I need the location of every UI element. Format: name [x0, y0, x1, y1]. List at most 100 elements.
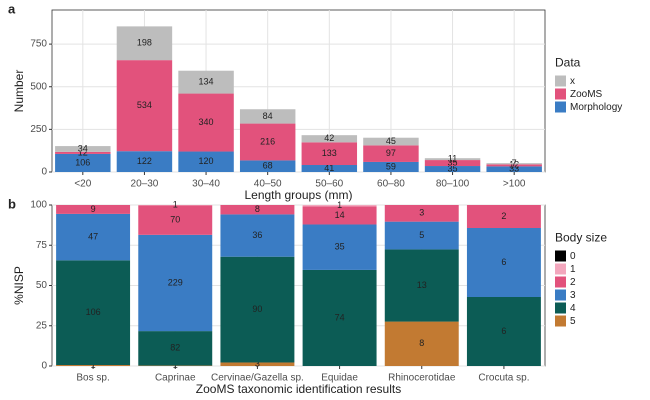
bar-segment	[363, 145, 419, 162]
y-axis-title: %NISP	[12, 266, 26, 305]
bar-segment	[424, 166, 481, 172]
bar-segment	[466, 205, 541, 228]
bar-segment	[56, 205, 131, 214]
data-label: 8	[419, 338, 424, 348]
x-axis-title: ZooMS taxonomic identification results	[196, 382, 401, 396]
legend-swatch	[555, 250, 566, 262]
bar-segment	[363, 161, 419, 172]
x-tick-label: Caprinae	[155, 373, 196, 384]
bar-segment	[466, 228, 541, 297]
x-tick-label: Crocuta sp.	[478, 373, 529, 384]
bar-segment	[220, 214, 295, 257]
data-label: 84	[263, 111, 273, 121]
x-tick-label: Rhinocerotidae	[388, 373, 456, 384]
data-label: 1	[337, 200, 342, 210]
y-tick-label: 750	[30, 39, 47, 50]
panel-label: a	[8, 1, 16, 16]
bar-segment	[486, 164, 542, 167]
data-label: 45	[386, 136, 396, 146]
data-label: 59	[386, 161, 396, 171]
bar-segment	[116, 26, 173, 61]
data-label: 106	[86, 307, 101, 317]
bar-segment	[178, 93, 234, 152]
bar-segment	[55, 146, 111, 152]
legend-swatch	[555, 276, 566, 288]
data-label: 47	[88, 231, 98, 241]
data-label: 340	[199, 117, 214, 127]
bar-segment	[178, 151, 234, 172]
bar-segment	[384, 321, 459, 366]
bar-segment	[424, 160, 481, 167]
data-label: 3	[419, 208, 424, 218]
data-label: 198	[137, 38, 152, 48]
legend-label: Morphology	[570, 102, 622, 113]
bar-segment	[220, 362, 295, 366]
legend-title: Body size	[555, 231, 607, 245]
legend-label: 2	[570, 277, 576, 288]
legend-label: 1	[570, 264, 576, 275]
bar-segment	[301, 165, 358, 172]
data-label: 70	[170, 215, 180, 225]
y-tick-label: 100	[30, 200, 47, 211]
data-label: 12	[509, 160, 519, 170]
data-label: 90	[252, 304, 262, 314]
legend-swatch	[555, 101, 566, 113]
data-label: 35	[335, 242, 345, 252]
bar-segment	[384, 205, 459, 222]
y-axis-title: Number	[12, 70, 26, 113]
bar-segment	[486, 166, 542, 172]
legend-label: 4	[570, 303, 576, 314]
data-label: 1	[173, 200, 178, 210]
legend-swatch	[555, 302, 566, 314]
data-label: 534	[137, 100, 152, 110]
bar-segment	[55, 153, 111, 172]
y-tick-label: 0	[41, 167, 47, 178]
bar-segment	[116, 60, 173, 152]
data-label: 34	[78, 143, 88, 153]
bar-segment	[302, 224, 377, 270]
bar-segment	[302, 269, 377, 366]
bar-segment	[384, 249, 459, 322]
data-label: 97	[386, 148, 396, 158]
legend-label: 3	[570, 290, 576, 301]
x-axis-title: Length groups (mm)	[244, 188, 352, 202]
legend-swatch	[555, 75, 566, 87]
bar-segment	[239, 160, 296, 172]
data-label: 133	[322, 148, 337, 158]
data-label: 122	[137, 156, 152, 166]
bar-segment	[302, 206, 377, 225]
bar-segment	[424, 158, 481, 161]
data-label: 42	[324, 133, 334, 143]
bar-segment	[55, 151, 111, 154]
legend-title: Data	[555, 56, 581, 70]
x-tick-label: 30–40	[192, 179, 220, 190]
data-label: 229	[168, 277, 183, 287]
bar-segment	[239, 109, 296, 124]
legend-swatch	[555, 289, 566, 301]
data-label: 11	[448, 154, 457, 164]
x-tick-label: <20	[74, 179, 91, 190]
y-tick-label: 25	[36, 320, 48, 331]
data-label: 33	[509, 164, 519, 174]
x-tick-label: >100	[503, 179, 526, 190]
bar-segment	[116, 151, 173, 172]
data-label: 6	[501, 257, 506, 267]
data-label: 2	[501, 211, 506, 221]
x-tick-label: Equidae	[321, 373, 358, 384]
y-tick-label: 250	[30, 124, 47, 135]
data-label: 134	[199, 77, 214, 87]
bar-segment	[239, 123, 296, 161]
data-label: 9	[91, 204, 96, 214]
data-label: 74	[335, 312, 345, 322]
bar-segment	[138, 234, 213, 332]
x-tick-label: 60–80	[377, 179, 405, 190]
x-tick-label: 40–50	[254, 179, 282, 190]
data-label: 41	[324, 163, 334, 173]
legend-label: x	[570, 76, 575, 87]
bar-segment	[466, 297, 541, 366]
bar-segment	[56, 260, 131, 366]
x-tick-label: 80–100	[436, 179, 470, 190]
bar-segment	[56, 365, 131, 366]
data-label: 14	[335, 210, 345, 220]
